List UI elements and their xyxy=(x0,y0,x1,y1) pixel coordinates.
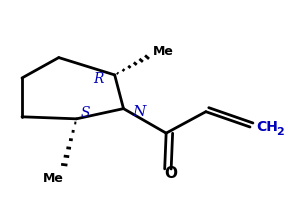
Text: 2: 2 xyxy=(276,126,284,136)
Text: N: N xyxy=(132,104,146,118)
Text: S: S xyxy=(80,105,90,119)
Text: CH: CH xyxy=(256,119,278,133)
Text: Me: Me xyxy=(153,45,174,58)
Text: R: R xyxy=(93,72,104,85)
Text: O: O xyxy=(164,166,177,181)
Text: Me: Me xyxy=(42,171,63,184)
